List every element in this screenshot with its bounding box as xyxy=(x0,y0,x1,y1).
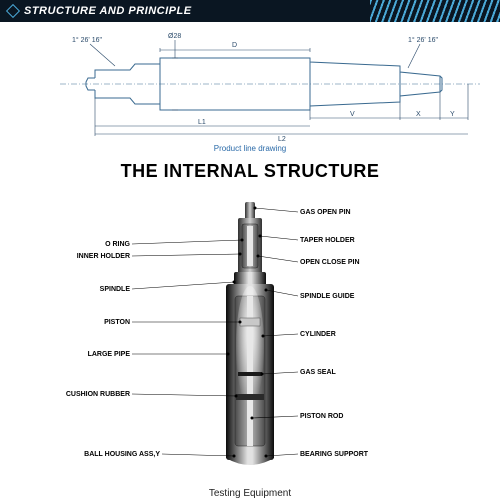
svg-text:PISTON: PISTON xyxy=(104,319,130,326)
testing-caption: Testing Equipment xyxy=(0,488,500,499)
svg-text:GAS OPEN PIN: GAS OPEN PIN xyxy=(300,209,351,216)
dim-V: V xyxy=(350,111,355,118)
internal-structure-diagram: O RING INNER HOLDER SPINDLE PISTON LARGE… xyxy=(0,186,500,486)
angle-right-label: 1° 26' 16" xyxy=(408,36,438,44)
svg-text:O RING: O RING xyxy=(105,241,130,248)
internal-structure-title: THE INTERNAL STRUCTURE xyxy=(0,161,500,182)
svg-text:CUSHION RUBBER: CUSHION RUBBER xyxy=(66,391,130,398)
left-callouts: O RING INNER HOLDER SPINDLE PISTON LARGE… xyxy=(66,239,244,459)
dim-X: X xyxy=(416,111,421,118)
dim-D: D xyxy=(232,42,237,49)
svg-text:LARGE PIPE: LARGE PIPE xyxy=(88,351,131,358)
product-line-drawing: 1° 26' 16" 1° 26' 16" Ø28 D V X Y L1 L2 xyxy=(0,22,500,142)
svg-text:BEARING SUPPORT: BEARING SUPPORT xyxy=(300,451,369,458)
svg-text:PISTON ROD: PISTON ROD xyxy=(300,413,343,420)
diameter-label: Ø28 xyxy=(168,33,181,40)
angle-left-label: 1° 26' 16" xyxy=(72,36,102,44)
header-title: STRUCTURE AND PRINCIPLE xyxy=(24,5,192,17)
header-bar: STRUCTURE AND PRINCIPLE xyxy=(0,0,500,22)
header-diamond-icon xyxy=(6,4,20,18)
dim-L2: L2 xyxy=(278,136,286,142)
product-caption: Product line drawing xyxy=(0,144,500,153)
svg-text:BALL HOUSING ASS,Y: BALL HOUSING ASS,Y xyxy=(84,451,160,458)
svg-text:TAPER HOLDER: TAPER HOLDER xyxy=(300,237,355,244)
dim-L1: L1 xyxy=(198,119,206,126)
svg-text:INNER HOLDER: INNER HOLDER xyxy=(77,253,130,260)
svg-text:SPINDLE: SPINDLE xyxy=(100,286,131,293)
dim-Y: Y xyxy=(450,111,455,118)
svg-text:SPINDLE GUIDE: SPINDLE GUIDE xyxy=(300,293,355,300)
svg-text:OPEN CLOSE PIN: OPEN CLOSE PIN xyxy=(300,259,360,266)
svg-text:GAS SEAL: GAS SEAL xyxy=(300,369,337,376)
svg-text:CYLINDER: CYLINDER xyxy=(300,331,336,338)
